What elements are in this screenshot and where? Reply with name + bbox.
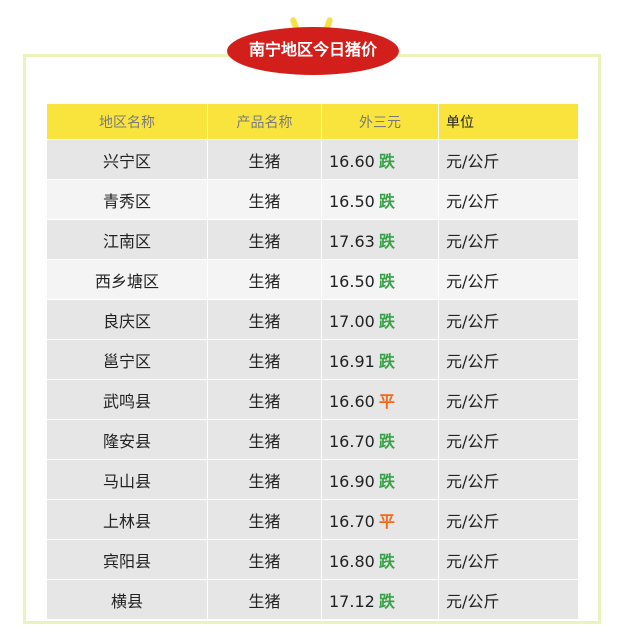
region-cell: 马山县	[46, 459, 208, 500]
unit-cell: 元/公斤	[438, 139, 579, 180]
price-value: 17.12	[329, 591, 375, 611]
header-region: 地区名称	[46, 103, 208, 140]
product-cell: 生猪	[207, 419, 322, 460]
trend-label: 跌	[378, 271, 395, 291]
unit-cell: 元/公斤	[438, 379, 579, 420]
price-value: 16.91	[329, 351, 375, 371]
region-cell: 横县	[46, 579, 208, 620]
price-cell: 17.00 跌	[321, 299, 439, 340]
product-cell: 生猪	[207, 299, 322, 340]
region-cell: 西乡塘区	[46, 259, 208, 300]
price-value: 17.63	[329, 231, 375, 251]
region-cell: 江南区	[46, 219, 208, 260]
unit-cell: 元/公斤	[438, 259, 579, 300]
price-value: 16.80	[329, 551, 375, 571]
price-cell: 16.50 跌	[321, 259, 439, 300]
region-cell: 青秀区	[46, 179, 208, 220]
price-value: 16.60	[329, 151, 375, 171]
product-cell: 生猪	[207, 139, 322, 180]
price-value: 16.90	[329, 471, 375, 491]
product-cell: 生猪	[207, 539, 322, 580]
table-row: 上林县 生猪 16.70 平 元/公斤	[46, 499, 579, 540]
trend-label: 平	[378, 391, 395, 411]
region-cell: 兴宁区	[46, 139, 208, 180]
header-price: 外三元	[321, 103, 439, 140]
region-cell: 良庆区	[46, 299, 208, 340]
unit-cell: 元/公斤	[438, 219, 579, 260]
unit-cell: 元/公斤	[438, 419, 579, 460]
table-row: 邕宁区 生猪 16.91 跌 元/公斤	[46, 339, 579, 380]
header-product: 产品名称	[207, 103, 322, 140]
trend-label: 跌	[378, 231, 395, 251]
product-cell: 生猪	[207, 259, 322, 300]
trend-label: 跌	[378, 551, 395, 571]
price-value: 16.70	[329, 431, 375, 451]
table-header: 地区名称 产品名称 外三元 单位	[46, 103, 579, 140]
table-row: 马山县 生猪 16.90 跌 元/公斤	[46, 459, 579, 500]
product-cell: 生猪	[207, 339, 322, 380]
product-cell: 生猪	[207, 219, 322, 260]
product-cell: 生猪	[207, 379, 322, 420]
trend-label: 跌	[378, 431, 395, 451]
product-cell: 生猪	[207, 179, 322, 220]
region-cell: 上林县	[46, 499, 208, 540]
table-row: 武鸣县 生猪 16.60 平 元/公斤	[46, 379, 579, 420]
unit-cell: 元/公斤	[438, 579, 579, 620]
table-row: 宾阳县 生猪 16.80 跌 元/公斤	[46, 539, 579, 580]
trend-label: 跌	[378, 311, 395, 331]
product-cell: 生猪	[207, 499, 322, 540]
price-value: 16.50	[329, 271, 375, 291]
price-cell: 16.60 跌	[321, 139, 439, 180]
price-cell: 16.91 跌	[321, 339, 439, 380]
unit-cell: 元/公斤	[438, 179, 579, 220]
trend-label: 跌	[378, 351, 395, 371]
region-cell: 邕宁区	[46, 339, 208, 380]
trend-label: 跌	[378, 191, 395, 211]
trend-label: 平	[378, 511, 395, 531]
table-row: 良庆区 生猪 17.00 跌 元/公斤	[46, 299, 579, 340]
unit-cell: 元/公斤	[438, 539, 579, 580]
region-cell: 武鸣县	[46, 379, 208, 420]
price-cell: 16.70 平	[321, 499, 439, 540]
table-row: 隆安县 生猪 16.70 跌 元/公斤	[46, 419, 579, 460]
trend-label: 跌	[378, 471, 395, 491]
unit-cell: 元/公斤	[438, 299, 579, 340]
price-value: 16.60	[329, 391, 375, 411]
table-row: 西乡塘区 生猪 16.50 跌 元/公斤	[46, 259, 579, 300]
table-row: 青秀区 生猪 16.50 跌 元/公斤	[46, 179, 579, 220]
trend-label: 跌	[378, 151, 395, 171]
price-cell: 17.63 跌	[321, 219, 439, 260]
table-row: 江南区 生猪 17.63 跌 元/公斤	[46, 219, 579, 260]
region-cell: 宾阳县	[46, 539, 208, 580]
trend-label: 跌	[378, 591, 395, 611]
product-cell: 生猪	[207, 579, 322, 620]
price-cell: 16.60 平	[321, 379, 439, 420]
product-cell: 生猪	[207, 459, 322, 500]
price-value: 17.00	[329, 311, 375, 331]
price-value: 16.50	[329, 191, 375, 211]
region-cell: 隆安县	[46, 419, 208, 460]
price-cell: 16.90 跌	[321, 459, 439, 500]
unit-cell: 元/公斤	[438, 339, 579, 380]
unit-cell: 元/公斤	[438, 499, 579, 540]
table-row: 兴宁区 生猪 16.60 跌 元/公斤	[46, 139, 579, 180]
price-cell: 16.70 跌	[321, 419, 439, 460]
price-table: 地区名称 产品名称 外三元 单位 兴宁区 生猪 16.60 跌 元/公斤 青秀区 生…	[46, 103, 579, 620]
unit-cell: 元/公斤	[438, 459, 579, 500]
header-unit: 单位	[438, 103, 579, 140]
price-cell: 17.12 跌	[321, 579, 439, 620]
price-value: 16.70	[329, 511, 375, 531]
table-row: 横县 生猪 17.12 跌 元/公斤	[46, 579, 579, 620]
price-cell: 16.50 跌	[321, 179, 439, 220]
page-title: 南宁地区今日猪价	[227, 27, 399, 75]
price-cell: 16.80 跌	[321, 539, 439, 580]
